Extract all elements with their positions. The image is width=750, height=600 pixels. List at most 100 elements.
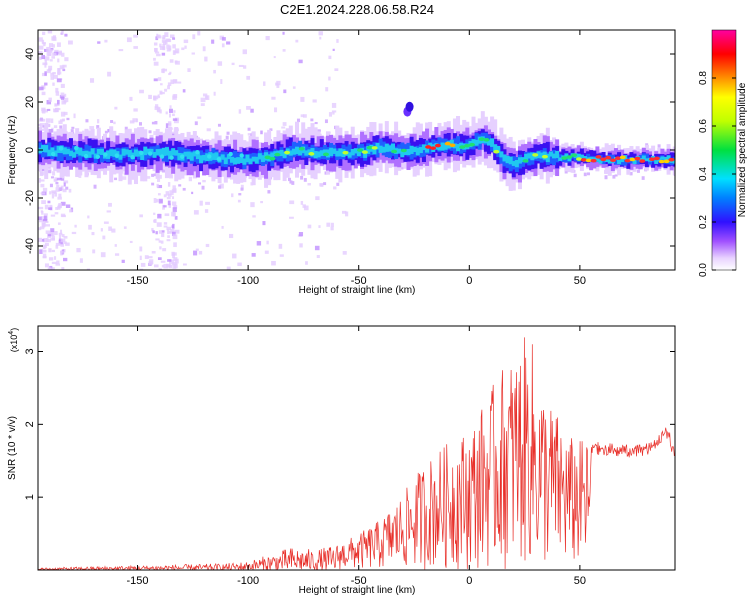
- noise-speck: [288, 177, 292, 182]
- noise-speck: [167, 85, 170, 90]
- x-tick-label: 50: [574, 275, 586, 287]
- noise-speck: [100, 252, 106, 258]
- spectral-peak: [668, 157, 675, 162]
- noise-speck: [108, 202, 112, 207]
- noise-speck: [167, 259, 172, 262]
- noise-speck: [151, 251, 156, 254]
- spectral-band-segment: [666, 155, 671, 160]
- noise-speck: [38, 206, 44, 210]
- spectral-band-segment: [109, 149, 114, 157]
- y-tick-label: 2: [24, 421, 36, 427]
- spectral-band-segment: [657, 157, 662, 162]
- noise-speck: [158, 230, 163, 234]
- noise-speck: [282, 122, 287, 126]
- noise-speck: [48, 65, 53, 71]
- noise-speck: [336, 182, 340, 186]
- noise-speck: [53, 74, 58, 79]
- noise-speck: [57, 222, 61, 225]
- noise-speck: [68, 188, 72, 193]
- spectral-peak: [610, 158, 617, 163]
- spectral-band-segment: [338, 148, 343, 157]
- noise-speck: [172, 95, 177, 100]
- spectral-band-segment: [133, 149, 138, 157]
- noise-speck: [202, 46, 206, 52]
- noise-speck: [153, 198, 157, 203]
- noise-speck: [298, 232, 304, 237]
- noise-speck: [283, 89, 287, 94]
- spectral-band-segment: [158, 149, 163, 157]
- spectral-peak: [600, 157, 607, 162]
- noise-speck: [193, 210, 199, 215]
- noise-speck: [573, 173, 577, 178]
- noise-speck: [173, 205, 178, 209]
- noise-speck: [166, 44, 170, 49]
- spectral-peak: [169, 155, 174, 160]
- noise-speck: [213, 91, 216, 96]
- noise-speck: [167, 235, 170, 238]
- noise-speck: [303, 177, 307, 182]
- spectral-band-segment: [471, 139, 476, 145]
- noise-speck: [289, 216, 294, 219]
- noise-speck: [317, 129, 321, 133]
- spectral-peak: [400, 148, 407, 153]
- spectral-peak: [576, 157, 583, 161]
- noise-speck: [167, 200, 171, 206]
- noise-speck: [314, 245, 320, 251]
- snr-x-ticks: -150 -100 -50 0 50: [127, 326, 586, 587]
- noise-speck: [151, 121, 155, 125]
- noise-speck: [156, 183, 159, 188]
- spectrogram-y-label: Frequency (Hz): [7, 116, 18, 185]
- noise-speck: [74, 224, 77, 228]
- noise-speck: [71, 231, 77, 235]
- spectral-band-segment: [350, 148, 355, 156]
- noise-speck: [206, 128, 211, 132]
- noise-speck: [78, 175, 82, 178]
- noise-speck: [76, 247, 81, 253]
- spectral-band-segment: [623, 158, 628, 166]
- noise-speck: [50, 118, 54, 124]
- noise-speck: [111, 228, 116, 233]
- noise-speck: [162, 169, 166, 173]
- noise-speck: [188, 176, 193, 182]
- noise-speck: [165, 111, 168, 115]
- noise-speck: [43, 238, 48, 243]
- spectral-band-segment: [598, 159, 603, 164]
- noise-speck: [52, 191, 57, 194]
- noise-speck: [161, 232, 165, 238]
- noise-speck: [319, 133, 322, 136]
- spectral-band-segment: [186, 151, 191, 160]
- noise-speck: [139, 214, 143, 218]
- noise-speck: [60, 238, 66, 242]
- noise-speck: [198, 182, 202, 185]
- noise-speck: [564, 170, 568, 174]
- noise-speck: [166, 48, 171, 52]
- spectral-band-segment: [363, 150, 368, 158]
- noise-speck: [41, 128, 45, 131]
- noise-speck: [629, 171, 633, 176]
- noise-speck: [163, 263, 169, 269]
- noise-speck: [157, 257, 162, 260]
- spectral-peak: [605, 155, 612, 160]
- noise-speck: [148, 94, 152, 99]
- noise-speck: [107, 129, 110, 133]
- noise-speck: [271, 260, 276, 266]
- noise-speck: [38, 237, 43, 243]
- spectral-band-segment: [87, 145, 92, 156]
- noise-speck: [174, 48, 180, 54]
- noise-speck: [43, 213, 48, 216]
- spectral-band-segment: [99, 148, 104, 155]
- y-tick-label: -40: [24, 238, 36, 254]
- noise-speck: [154, 121, 158, 125]
- noise-speck: [49, 59, 53, 62]
- noise-speck: [221, 43, 225, 48]
- noise-speck: [42, 222, 46, 228]
- noise-speck: [62, 188, 67, 193]
- colorbar-tick-label: 0.4: [698, 167, 709, 181]
- noise-speck: [42, 249, 47, 253]
- spectral-band-segment: [536, 151, 541, 159]
- spectral-band-segment: [595, 157, 600, 162]
- noise-speck: [153, 131, 158, 136]
- noise-speck: [170, 79, 175, 85]
- noise-speck: [583, 172, 587, 177]
